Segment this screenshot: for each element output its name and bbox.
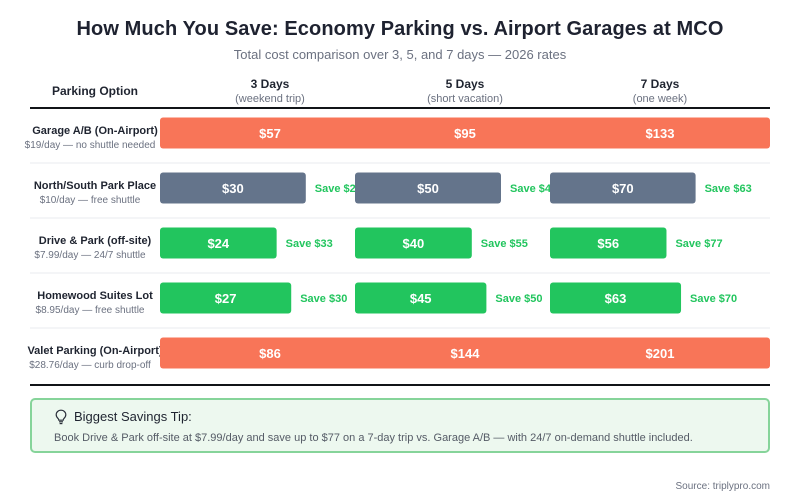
column-header-label: 3 Days (250, 77, 290, 91)
footer-rule (30, 384, 770, 386)
row-rate: $19/day — no shuttle needed (25, 140, 156, 151)
column-header-label: 5 Days (445, 77, 485, 91)
bar-value-label: $56 (597, 236, 619, 251)
bar-value-label: $24 (207, 236, 229, 251)
bar-airport (160, 117, 770, 149)
savings-label: Save $30 (300, 293, 347, 305)
row-rate: $28.76/day — curb drop-off (29, 360, 151, 371)
bar-official_economy (355, 172, 501, 204)
bar-offsite (160, 227, 277, 259)
bar-value-label: $50 (417, 181, 439, 196)
savings-tip-box: Biggest Savings Tip: Book Drive & Park o… (30, 398, 770, 453)
bar-value-label: $133 (646, 126, 675, 141)
row-label: Drive & Park (off-site) (39, 235, 152, 247)
page-title: How Much You Save: Economy Parking vs. A… (76, 18, 724, 40)
bar-value-label: $95 (454, 126, 476, 141)
bar-offsite (160, 282, 292, 314)
row-rate: $7.99/day — 24/7 shuttle (34, 250, 146, 261)
parking-option-header: Parking Option (51, 84, 138, 98)
tip-body: Book Drive & Park off-site at $7.99/day … (54, 432, 693, 444)
bar-official_economy (160, 172, 306, 204)
row-label: Valet Parking (On-Airport) (27, 345, 162, 357)
bar-value-label: $57 (259, 126, 281, 141)
row-rate: $8.95/day — free shuttle (36, 305, 145, 316)
bar-airport (160, 337, 770, 369)
row-rate: $10/day — free shuttle (40, 195, 141, 206)
bar-offsite (550, 227, 667, 259)
savings-label: Save $27 (315, 183, 362, 195)
column-header-sub: (one week) (632, 93, 688, 105)
bar-value-label: $144 (451, 346, 481, 361)
savings-label: Save $70 (690, 293, 737, 305)
lightbulb-icon (55, 409, 67, 425)
savings-label: Save $55 (481, 238, 528, 250)
bar-offsite (550, 282, 682, 314)
source-credit: Source: triplypro.com (675, 481, 770, 492)
column-header-7-days: 7 Days (one week) (560, 77, 760, 105)
savings-label: Save $77 (675, 238, 722, 250)
bar-value-label: $30 (222, 181, 244, 196)
page-subtitle: Total cost comparison over 3, 5, and 7 d… (233, 47, 567, 62)
savings-label: Save $45 (510, 183, 557, 195)
bar-value-label: $70 (612, 181, 634, 196)
row-label: Homewood Suites Lot (37, 290, 153, 302)
bar-official_economy (550, 172, 696, 204)
column-header-sub: (weekend trip) (235, 93, 305, 105)
row-label: North/South Park Place (34, 180, 156, 192)
tip-heading-label: Biggest Savings Tip: (74, 409, 192, 424)
bar-value-label: $63 (605, 291, 627, 306)
bar-value-label: $27 (215, 291, 237, 306)
column-header-3-days: 3 Days (weekend trip) (170, 77, 370, 105)
bar-value-label: $86 (259, 346, 281, 361)
cost-comparison-chart: Garage A/B (On-Airport) $19/day — no shut… (25, 117, 770, 371)
savings-label: Save $50 (495, 293, 542, 305)
row-label: Garage A/B (On-Airport) (32, 125, 158, 137)
bar-value-label: $40 (403, 236, 425, 251)
column-header-5-days: 5 Days (short vacation) (365, 77, 565, 105)
savings-label: Save $33 (286, 238, 333, 250)
bar-value-label: $45 (410, 291, 432, 306)
column-header-label: 7 Days (640, 77, 680, 91)
header-rule (30, 107, 770, 109)
savings-label: Save $63 (705, 183, 752, 195)
bar-offsite (355, 227, 472, 259)
bar-offsite (355, 282, 487, 314)
column-header-sub: (short vacation) (427, 93, 503, 105)
bar-value-label: $201 (646, 346, 675, 361)
